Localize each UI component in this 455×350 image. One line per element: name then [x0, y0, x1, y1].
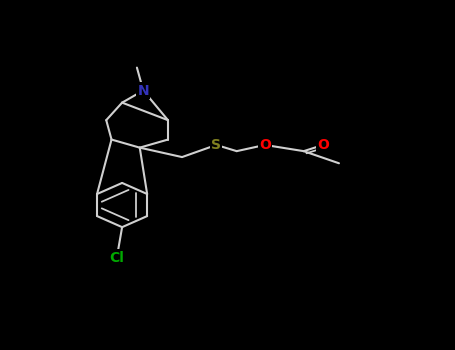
Text: O: O	[317, 138, 329, 152]
Text: S: S	[211, 138, 221, 152]
Text: Cl: Cl	[109, 251, 124, 265]
Text: O: O	[259, 138, 271, 152]
Text: N: N	[137, 84, 149, 98]
